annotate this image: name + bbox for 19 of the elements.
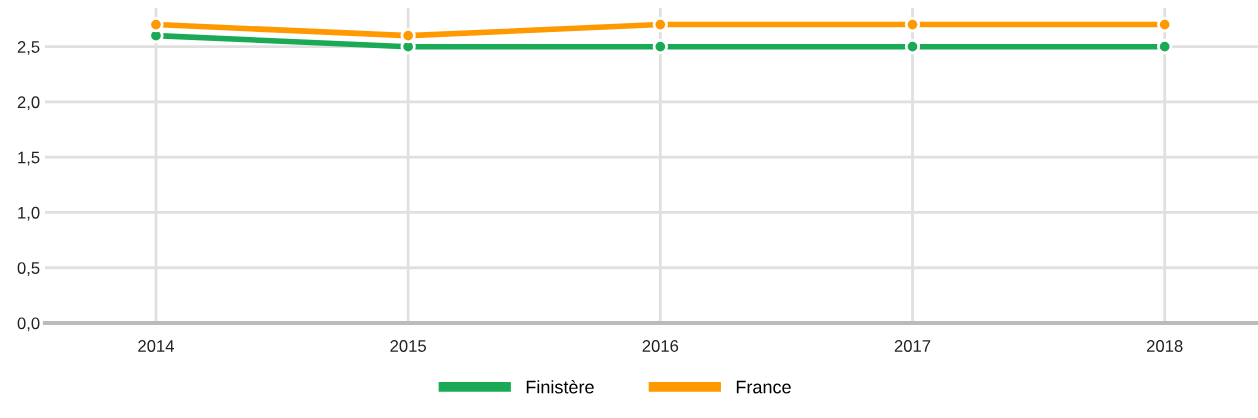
point [652, 16, 668, 33]
y-tick-label: 2,0 [17, 96, 40, 111]
y-tick-label: 0,5 [17, 262, 40, 276]
y-tick-label: 2,5 [17, 41, 40, 55]
x-tick-label: 2016 [642, 340, 679, 352]
x-tick-label: 2017 [894, 340, 931, 352]
x-tick-label: 2014 [138, 340, 175, 352]
y-tick-label: 0,0 [17, 317, 40, 332]
point [400, 27, 416, 44]
x-tick-label: 2015 [390, 340, 426, 352]
point [904, 16, 921, 33]
point [1157, 39, 1173, 55]
point [652, 39, 668, 55]
y-tick-label: 1,0 [18, 206, 40, 221]
y-tick-label: 1,5 [18, 151, 40, 166]
x-tick-label: 2018 [1146, 340, 1183, 352]
legend-label: France [736, 380, 791, 394]
legend-label: Finistère [526, 379, 594, 394]
point [904, 39, 921, 55]
